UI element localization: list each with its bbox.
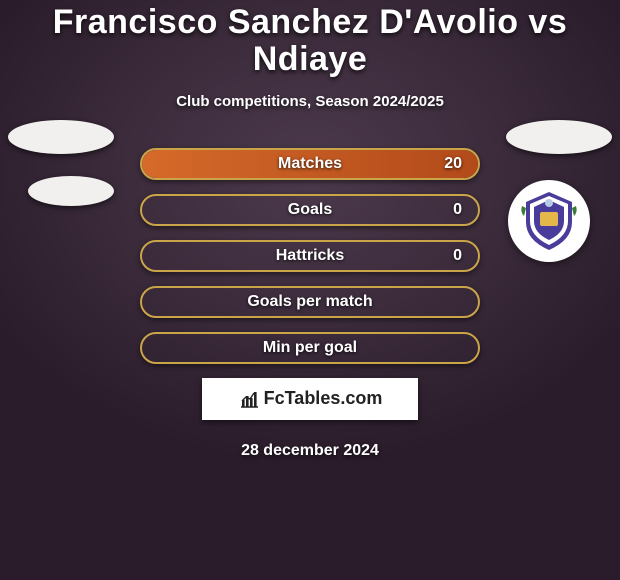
club-right-crest bbox=[508, 180, 590, 262]
fctables-watermark: FcTables.com bbox=[202, 378, 418, 420]
stat-bar-label: Goals per match bbox=[142, 293, 478, 311]
club-left-badge bbox=[28, 176, 114, 206]
anderlecht-crest-icon bbox=[516, 188, 582, 254]
player-left-avatar bbox=[8, 120, 114, 154]
fctables-label: FcTables.com bbox=[264, 388, 383, 409]
stat-bar-label: Goals bbox=[142, 201, 478, 219]
stat-bar-row: Goals0 bbox=[140, 194, 480, 226]
comparison-subtitle: Club competitions, Season 2024/2025 bbox=[0, 93, 620, 110]
stat-bar-value: 0 bbox=[453, 201, 462, 219]
date-stamp: 28 december 2024 bbox=[0, 442, 620, 460]
comparison-title: Francisco Sanchez D'Avolio vs Ndiaye bbox=[0, 0, 620, 79]
stat-bar-row: Matches20 bbox=[140, 148, 480, 180]
stat-bar-value: 20 bbox=[444, 155, 462, 173]
stat-bar-label: Min per goal bbox=[142, 339, 478, 357]
stat-bar-row: Min per goal bbox=[140, 332, 480, 364]
bar-chart-icon bbox=[238, 388, 260, 410]
stat-bar-value: 0 bbox=[453, 247, 462, 265]
stat-bar-label: Hattricks bbox=[142, 247, 478, 265]
stat-bar-row: Hattricks0 bbox=[140, 240, 480, 272]
stat-bar-label: Matches bbox=[142, 155, 478, 173]
player-right-avatar bbox=[506, 120, 612, 154]
stat-bar-row: Goals per match bbox=[140, 286, 480, 318]
